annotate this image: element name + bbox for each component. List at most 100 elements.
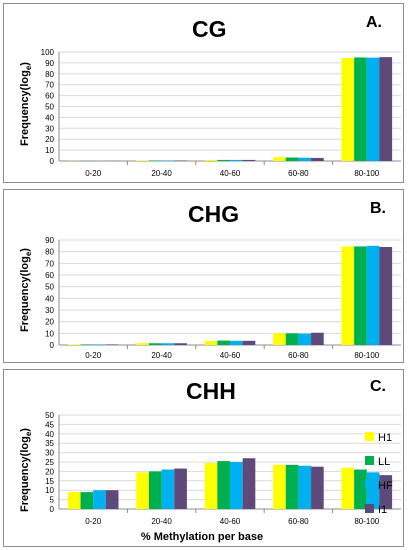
legend-swatch-hf bbox=[365, 480, 374, 489]
x-tick-label: 20-40 bbox=[151, 351, 172, 360]
y-axis-label: Frequency(loge) bbox=[19, 62, 33, 146]
bar-hf-60-80 bbox=[298, 157, 312, 161]
y-tick-label: 30 bbox=[45, 449, 54, 458]
bar-i1-0-20 bbox=[105, 344, 119, 345]
bar-i1-20-40 bbox=[174, 468, 187, 509]
bar-i1-60-80 bbox=[311, 157, 324, 161]
y-tick-label: 80 bbox=[45, 248, 54, 257]
chart-panel-cg: CG A. 0 10 20 30 40 50 60 70 80 90 100 Frequency(lo… bbox=[3, 3, 404, 183]
bar-h1-0-20 bbox=[67, 344, 81, 345]
x-tick-label: 80-100 bbox=[354, 351, 379, 360]
bar-h1-60-80 bbox=[273, 333, 286, 345]
bar-i1-40-60 bbox=[242, 458, 256, 509]
y-tick-label: 70 bbox=[45, 259, 54, 268]
bar-i1-40-60 bbox=[242, 159, 256, 161]
legend: H1 LL HF I1 bbox=[365, 432, 393, 516]
bar-i1-80-100 bbox=[379, 475, 393, 509]
y-tick-label: 60 bbox=[45, 271, 54, 280]
bar-hf-40-60 bbox=[230, 462, 243, 509]
y-tick-label: 20 bbox=[45, 318, 54, 327]
legend-swatch-h1 bbox=[365, 432, 374, 441]
bar-ll-20-40 bbox=[148, 471, 162, 509]
panel-letter-c: C. bbox=[370, 378, 386, 395]
bar-ll-20-40 bbox=[148, 343, 162, 345]
y-tick-label: 100 bbox=[41, 48, 55, 57]
bar-hf-60-80 bbox=[298, 465, 312, 509]
y-tick-label: 0 bbox=[50, 341, 55, 350]
legend-label-h1: H1 bbox=[378, 432, 392, 444]
bar-hf-0-20 bbox=[93, 344, 106, 345]
y-tick-label: 40 bbox=[45, 113, 54, 122]
y-tick-label: 25 bbox=[45, 458, 54, 467]
y-tick-label: 30 bbox=[45, 306, 54, 315]
y-tick-label: 0 bbox=[50, 505, 55, 514]
legend-swatch-i1 bbox=[365, 504, 374, 513]
legend-label-hf: HF bbox=[378, 480, 393, 492]
bar-ll-80-100 bbox=[354, 246, 367, 345]
bar-i1-60-80 bbox=[311, 332, 324, 345]
y-tick-label: 5 bbox=[50, 496, 55, 505]
y-tick-label: 50 bbox=[45, 103, 54, 112]
legend-label-i1: I1 bbox=[378, 504, 387, 516]
bar-h1-80-100 bbox=[341, 57, 355, 162]
bar-h1-40-60 bbox=[204, 159, 218, 161]
bar-ll-0-20 bbox=[80, 492, 94, 509]
bar-ll-60-80 bbox=[285, 157, 299, 161]
bar-hf-60-80 bbox=[298, 333, 312, 345]
x-tick-label: 60-80 bbox=[288, 517, 309, 526]
bar-h1-40-60 bbox=[204, 462, 218, 509]
y-tick-label: 70 bbox=[45, 81, 54, 90]
bar-ll-40-60 bbox=[217, 340, 230, 345]
bar-hf-80-100 bbox=[366, 57, 380, 161]
y-tick-label: 0 bbox=[50, 157, 55, 166]
bar-i1-40-60 bbox=[242, 340, 256, 345]
bar-hf-40-60 bbox=[230, 340, 243, 345]
x-tick-label: 60-80 bbox=[288, 351, 309, 360]
x-tick-label: 0-20 bbox=[85, 517, 102, 526]
bar-ll-40-60 bbox=[217, 159, 230, 161]
y-tick-label: 35 bbox=[45, 439, 54, 448]
bar-i1-80-100 bbox=[379, 57, 393, 161]
y-tick-label: 80 bbox=[45, 70, 54, 79]
y-axis-label: Frequency(loge) bbox=[19, 428, 33, 512]
y-tick-label: 40 bbox=[45, 294, 54, 303]
x-tick-label: 0-20 bbox=[85, 169, 102, 178]
y-tick-label: 45 bbox=[45, 420, 54, 429]
bar-ll-40-60 bbox=[217, 461, 230, 509]
y-tick-label: 20 bbox=[45, 135, 54, 144]
y-tick-label: 50 bbox=[45, 283, 54, 292]
x-tick-label: 20-40 bbox=[151, 517, 172, 526]
bar-hf-20-40 bbox=[161, 343, 175, 345]
bar-ll-80-100 bbox=[354, 57, 367, 162]
bar-h1-80-100 bbox=[341, 246, 355, 345]
x-tick-label: 20-40 bbox=[151, 169, 172, 178]
y-tick-label: 10 bbox=[45, 329, 54, 338]
chart-title-cg: CG bbox=[192, 16, 227, 42]
x-tick-label: 0-20 bbox=[85, 351, 102, 360]
bar-ll-0-20 bbox=[80, 344, 94, 345]
bar-ll-20-40 bbox=[148, 160, 162, 161]
legend-swatch-ll bbox=[365, 456, 374, 465]
y-tick-label: 10 bbox=[45, 146, 54, 155]
bar-ll-60-80 bbox=[285, 464, 299, 509]
bar-ll-60-80 bbox=[285, 333, 299, 345]
bar-i1-80-100 bbox=[379, 247, 393, 345]
panel-letter-a: A. bbox=[366, 14, 382, 31]
bar-h1-40-60 bbox=[204, 340, 218, 345]
legend-label-ll: LL bbox=[378, 456, 390, 468]
bar-hf-40-60 bbox=[230, 159, 243, 161]
bar-h1-20-40 bbox=[136, 160, 149, 161]
x-tick-label: 40-60 bbox=[220, 517, 241, 526]
bar-i1-20-40 bbox=[174, 343, 187, 345]
y-tick-label: 10 bbox=[45, 486, 54, 495]
y-tick-label: 90 bbox=[45, 236, 54, 245]
bar-h1-0-20 bbox=[67, 492, 81, 509]
x-tick-label: 60-80 bbox=[288, 169, 309, 178]
x-tick-label: 40-60 bbox=[220, 169, 241, 178]
bar-hf-80-100 bbox=[366, 245, 380, 345]
y-tick-label: 40 bbox=[45, 430, 54, 439]
y-tick-label: 90 bbox=[45, 59, 54, 68]
chart-area-chg: 0 10 20 30 40 50 60 70 80 90 Frequency(loge) 0-20 20… bbox=[19, 236, 401, 360]
y-tick-label: 50 bbox=[45, 411, 54, 420]
